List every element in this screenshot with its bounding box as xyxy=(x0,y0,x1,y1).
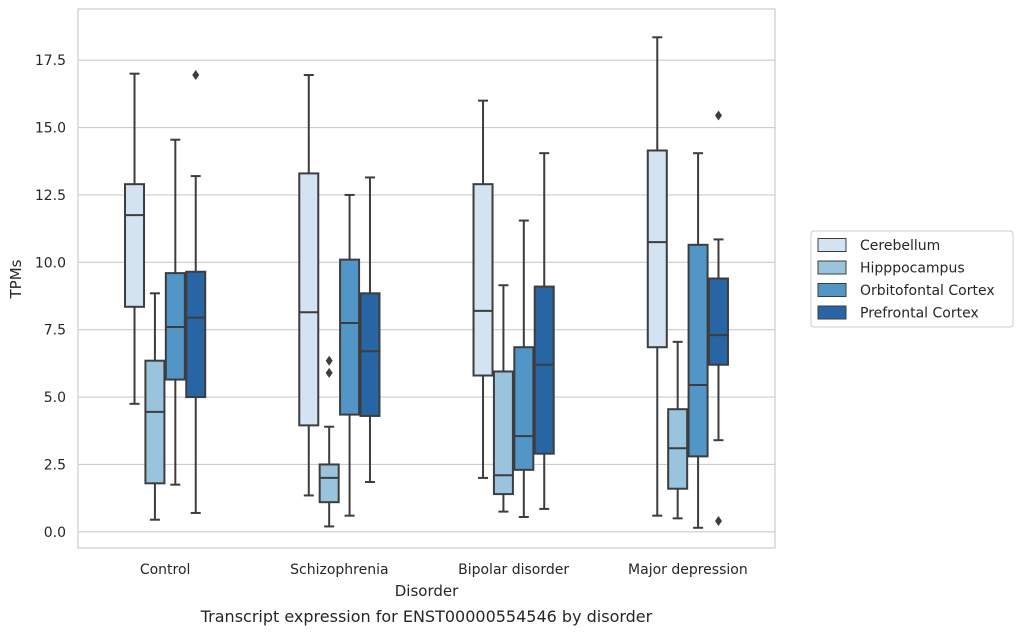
box-iqr xyxy=(707,277,729,366)
box-cerebellum xyxy=(124,72,146,405)
outlier-point xyxy=(714,110,722,121)
box-prefrontal-cortex xyxy=(707,110,729,527)
box-hipppocampus xyxy=(492,284,514,513)
y-tick-label: 0.0 xyxy=(44,525,66,541)
box-prefrontal-cortex xyxy=(533,152,555,510)
box-prefrontal-cortex xyxy=(185,70,207,514)
box-cerebellum xyxy=(298,74,320,497)
box-hipppocampus xyxy=(144,292,166,521)
box-iqr xyxy=(185,270,207,399)
x-axis-title: Disorder xyxy=(395,582,459,600)
box-iqr xyxy=(472,183,494,377)
box-orbitofontal-cortex xyxy=(687,152,709,529)
outlier-point xyxy=(714,516,722,527)
box-iqr xyxy=(687,243,709,458)
x-tick-label: Bipolar disorder xyxy=(458,562,569,578)
x-tick-label: Schizophrenia xyxy=(290,562,388,578)
box-hipppocampus xyxy=(667,340,689,520)
box-iqr xyxy=(492,370,514,496)
legend-swatch xyxy=(817,238,847,252)
box-orbitofontal-cortex xyxy=(339,193,361,517)
legend-frame xyxy=(810,230,1014,328)
box-prefrontal-cortex xyxy=(359,176,381,483)
box-iqr xyxy=(124,183,146,308)
box-iqr xyxy=(513,346,535,471)
y-axis-title: TPMs xyxy=(7,259,25,299)
box-iqr xyxy=(298,172,320,427)
y-tick-label: 5.0 xyxy=(44,390,66,406)
legend-label: Hipppocampus xyxy=(860,261,965,277)
box-iqr xyxy=(318,463,340,504)
box-iqr xyxy=(533,285,555,455)
y-tick-label: 12.5 xyxy=(35,188,66,204)
y-tick-label: 15.0 xyxy=(35,121,66,137)
box-iqr xyxy=(359,292,381,417)
legend-label: Cerebellum xyxy=(860,238,940,254)
y-tick-labels: 0.0 2.5 5.0 7.5 10.0 12.5 15.0 17.5 xyxy=(35,53,66,541)
box-iqr xyxy=(144,359,166,485)
x-tick-labels: Control Schizophrenia Bipolar disorder Majo… xyxy=(140,562,748,578)
y-tick-label: 2.5 xyxy=(44,457,66,473)
x-tick-label: Major depression xyxy=(628,562,748,578)
x-tick-label: Control xyxy=(140,562,191,578)
box-hipppocampus xyxy=(318,355,340,528)
box-orbitofontal-cortex xyxy=(164,138,186,486)
box-iqr xyxy=(646,149,668,349)
outlier-point xyxy=(192,70,200,81)
y-tick-label: 7.5 xyxy=(44,323,66,339)
legend-swatch xyxy=(817,260,847,275)
chart-caption: Transcript expression for ENST0000055454… xyxy=(200,607,653,626)
outlier-point xyxy=(325,367,333,378)
box-orbitofontal-cortex xyxy=(513,219,535,519)
legend-swatch xyxy=(817,283,847,297)
plot-frame xyxy=(77,8,776,549)
box-cerebellum xyxy=(646,36,668,517)
outlier-point xyxy=(325,355,333,366)
box-cerebellum xyxy=(472,99,494,479)
legend-label: Orbitofontal Cortex xyxy=(860,283,995,299)
legend: Cerebellum Hipppocampus Orbitofontal Corte… xyxy=(810,230,1014,328)
box-iqr xyxy=(339,258,361,416)
box-elements xyxy=(124,36,729,529)
y-tick-label: 10.0 xyxy=(35,255,66,271)
legend-swatch xyxy=(817,305,847,320)
legend-label: Prefrontal Cortex xyxy=(860,306,979,322)
y-tick-label: 17.5 xyxy=(35,53,66,69)
